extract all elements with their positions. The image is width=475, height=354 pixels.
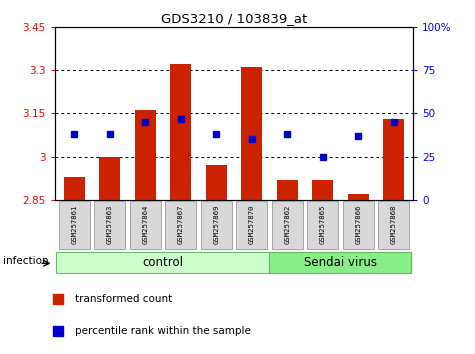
FancyBboxPatch shape bbox=[57, 252, 269, 273]
FancyBboxPatch shape bbox=[269, 252, 411, 273]
Bar bbox=[383, 119, 404, 200]
Text: GSM257865: GSM257865 bbox=[320, 205, 326, 245]
Text: GSM257867: GSM257867 bbox=[178, 205, 184, 245]
Bar bbox=[241, 67, 262, 200]
Text: GSM257863: GSM257863 bbox=[107, 205, 113, 245]
FancyBboxPatch shape bbox=[378, 201, 409, 249]
FancyBboxPatch shape bbox=[165, 201, 196, 249]
Text: GSM257864: GSM257864 bbox=[142, 205, 148, 245]
Title: GDS3210 / 103839_at: GDS3210 / 103839_at bbox=[161, 12, 307, 25]
Text: GSM257862: GSM257862 bbox=[284, 205, 290, 245]
Bar bbox=[99, 157, 120, 200]
Text: transformed count: transformed count bbox=[75, 294, 172, 304]
Bar bbox=[170, 64, 191, 200]
Text: Sendai virus: Sendai virus bbox=[304, 256, 377, 269]
Text: GSM257866: GSM257866 bbox=[355, 205, 361, 245]
FancyBboxPatch shape bbox=[130, 201, 161, 249]
FancyBboxPatch shape bbox=[307, 201, 338, 249]
FancyBboxPatch shape bbox=[200, 201, 232, 249]
Bar bbox=[64, 177, 85, 200]
Bar bbox=[206, 165, 227, 200]
Text: GSM257861: GSM257861 bbox=[71, 205, 77, 245]
Text: GSM257868: GSM257868 bbox=[391, 205, 397, 245]
FancyBboxPatch shape bbox=[94, 201, 125, 249]
FancyBboxPatch shape bbox=[58, 201, 90, 249]
FancyBboxPatch shape bbox=[342, 201, 374, 249]
FancyBboxPatch shape bbox=[272, 201, 303, 249]
Bar bbox=[134, 110, 156, 200]
Bar bbox=[276, 180, 298, 200]
FancyBboxPatch shape bbox=[236, 201, 267, 249]
Text: control: control bbox=[142, 256, 183, 269]
Text: percentile rank within the sample: percentile rank within the sample bbox=[75, 326, 251, 336]
Text: GSM257869: GSM257869 bbox=[213, 205, 219, 245]
Text: infection: infection bbox=[3, 256, 48, 266]
Bar bbox=[348, 194, 369, 200]
Bar bbox=[312, 180, 333, 200]
Text: GSM257870: GSM257870 bbox=[249, 205, 255, 245]
